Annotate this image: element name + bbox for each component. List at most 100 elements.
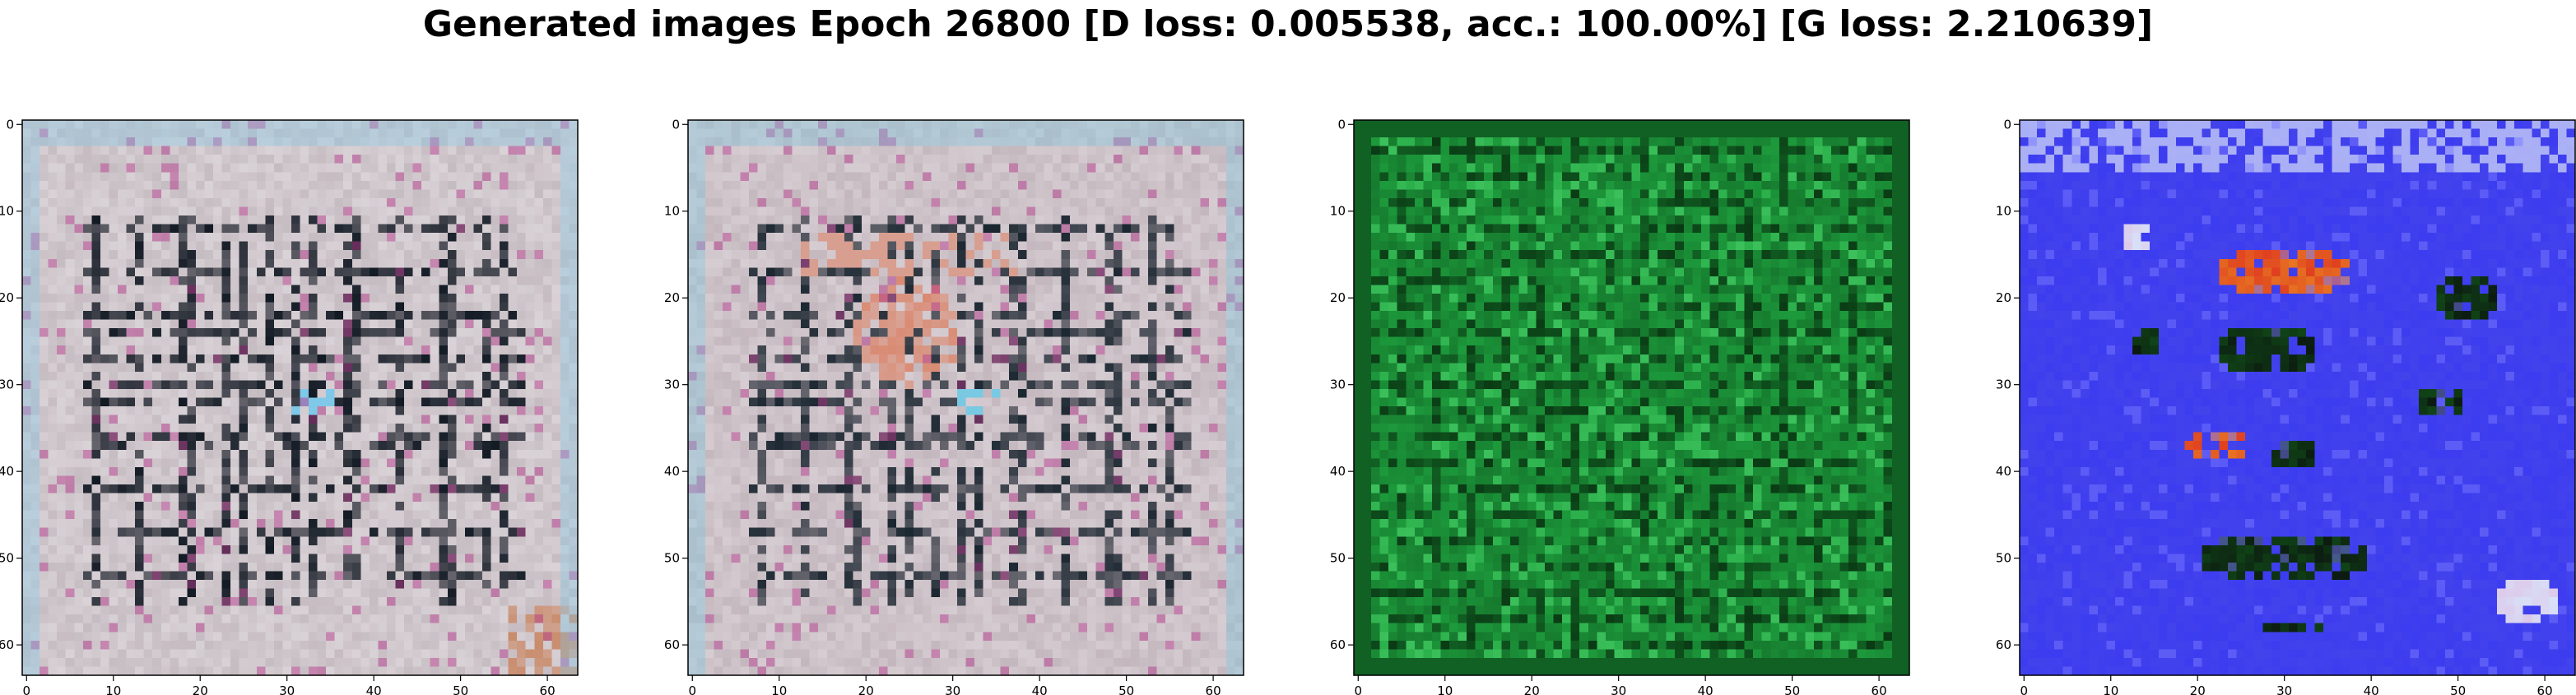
pixel [1209,146,1218,155]
pixel [783,146,793,155]
pixel [448,164,457,173]
pixel [343,120,352,129]
pixel [1026,137,1035,146]
pixel [543,441,552,450]
pixel [196,441,205,450]
pixel [100,545,109,554]
pixel [1096,181,1105,190]
pixel [370,632,379,641]
pixel [309,137,318,146]
pixel [526,129,535,138]
pixel [91,189,100,198]
pixel [517,589,526,598]
pixel [204,215,213,225]
pixel [992,155,1001,164]
pixel [473,345,482,354]
pixel [300,424,309,433]
pixel [378,345,387,354]
pixel [1157,146,1166,155]
pixel [31,172,40,181]
pixel [222,225,231,234]
pixel [835,189,844,198]
pixel [456,641,465,650]
pixel [1114,198,1123,207]
pixel [100,320,109,329]
pixel [318,181,327,190]
pixel [66,666,75,675]
pixel [57,146,66,155]
pixel [517,155,526,164]
pixel [465,641,474,650]
pixel [196,424,205,433]
pixel [957,120,966,129]
pixel [413,666,422,675]
pixel [204,155,213,164]
pixel [827,189,836,198]
pixel [835,155,844,164]
pixel [1087,129,1096,138]
pixel [196,380,205,389]
pixel [465,294,474,303]
pixel [509,172,518,181]
pixel [83,225,92,234]
pixel [448,632,457,641]
pixel [413,215,422,225]
pixel [1018,225,1027,234]
pixel [57,467,66,476]
pixel [22,189,31,198]
pixel [161,554,170,563]
pixel [352,337,361,346]
pixel [948,129,957,138]
pixel [230,571,239,580]
pixel [135,320,144,329]
pixel [1131,120,1140,129]
pixel [213,493,222,503]
pixel [705,172,714,181]
pixel [439,433,448,442]
pixel [491,320,500,329]
pixel [569,450,578,459]
pixel [560,233,570,242]
pixel [534,450,543,459]
pixel [560,164,570,173]
pixel [1035,225,1044,234]
pixel [257,606,266,615]
pixel [170,328,179,337]
pixel [248,467,257,476]
pixel [387,441,396,450]
pixel [448,380,457,389]
pixel [688,172,697,181]
pixel [187,164,196,173]
pixel [135,345,144,354]
pixel [161,493,170,503]
pixel [170,302,179,311]
pixel [31,389,40,398]
pixel [1009,155,1018,164]
pixel [421,294,430,303]
pixel [793,215,802,225]
pixel [569,666,578,675]
pixel [274,545,283,554]
pixel [370,589,379,598]
pixel [204,450,213,459]
pixel [300,519,309,528]
pixel [370,415,379,424]
pixel [569,415,578,424]
pixel [170,198,179,207]
pixel [127,164,136,173]
pixel [360,606,370,615]
pixel [404,484,413,493]
pixel [22,372,31,381]
pixel [560,606,570,615]
pixel [274,606,283,615]
pixel [879,233,888,242]
pixel [430,267,439,276]
pixel [49,172,58,181]
pixel [387,259,396,268]
pixel [352,415,361,424]
pixel [1026,172,1035,181]
pixel [1139,225,1148,234]
pixel [439,215,448,225]
pixel [213,554,222,563]
pixel [282,164,291,173]
